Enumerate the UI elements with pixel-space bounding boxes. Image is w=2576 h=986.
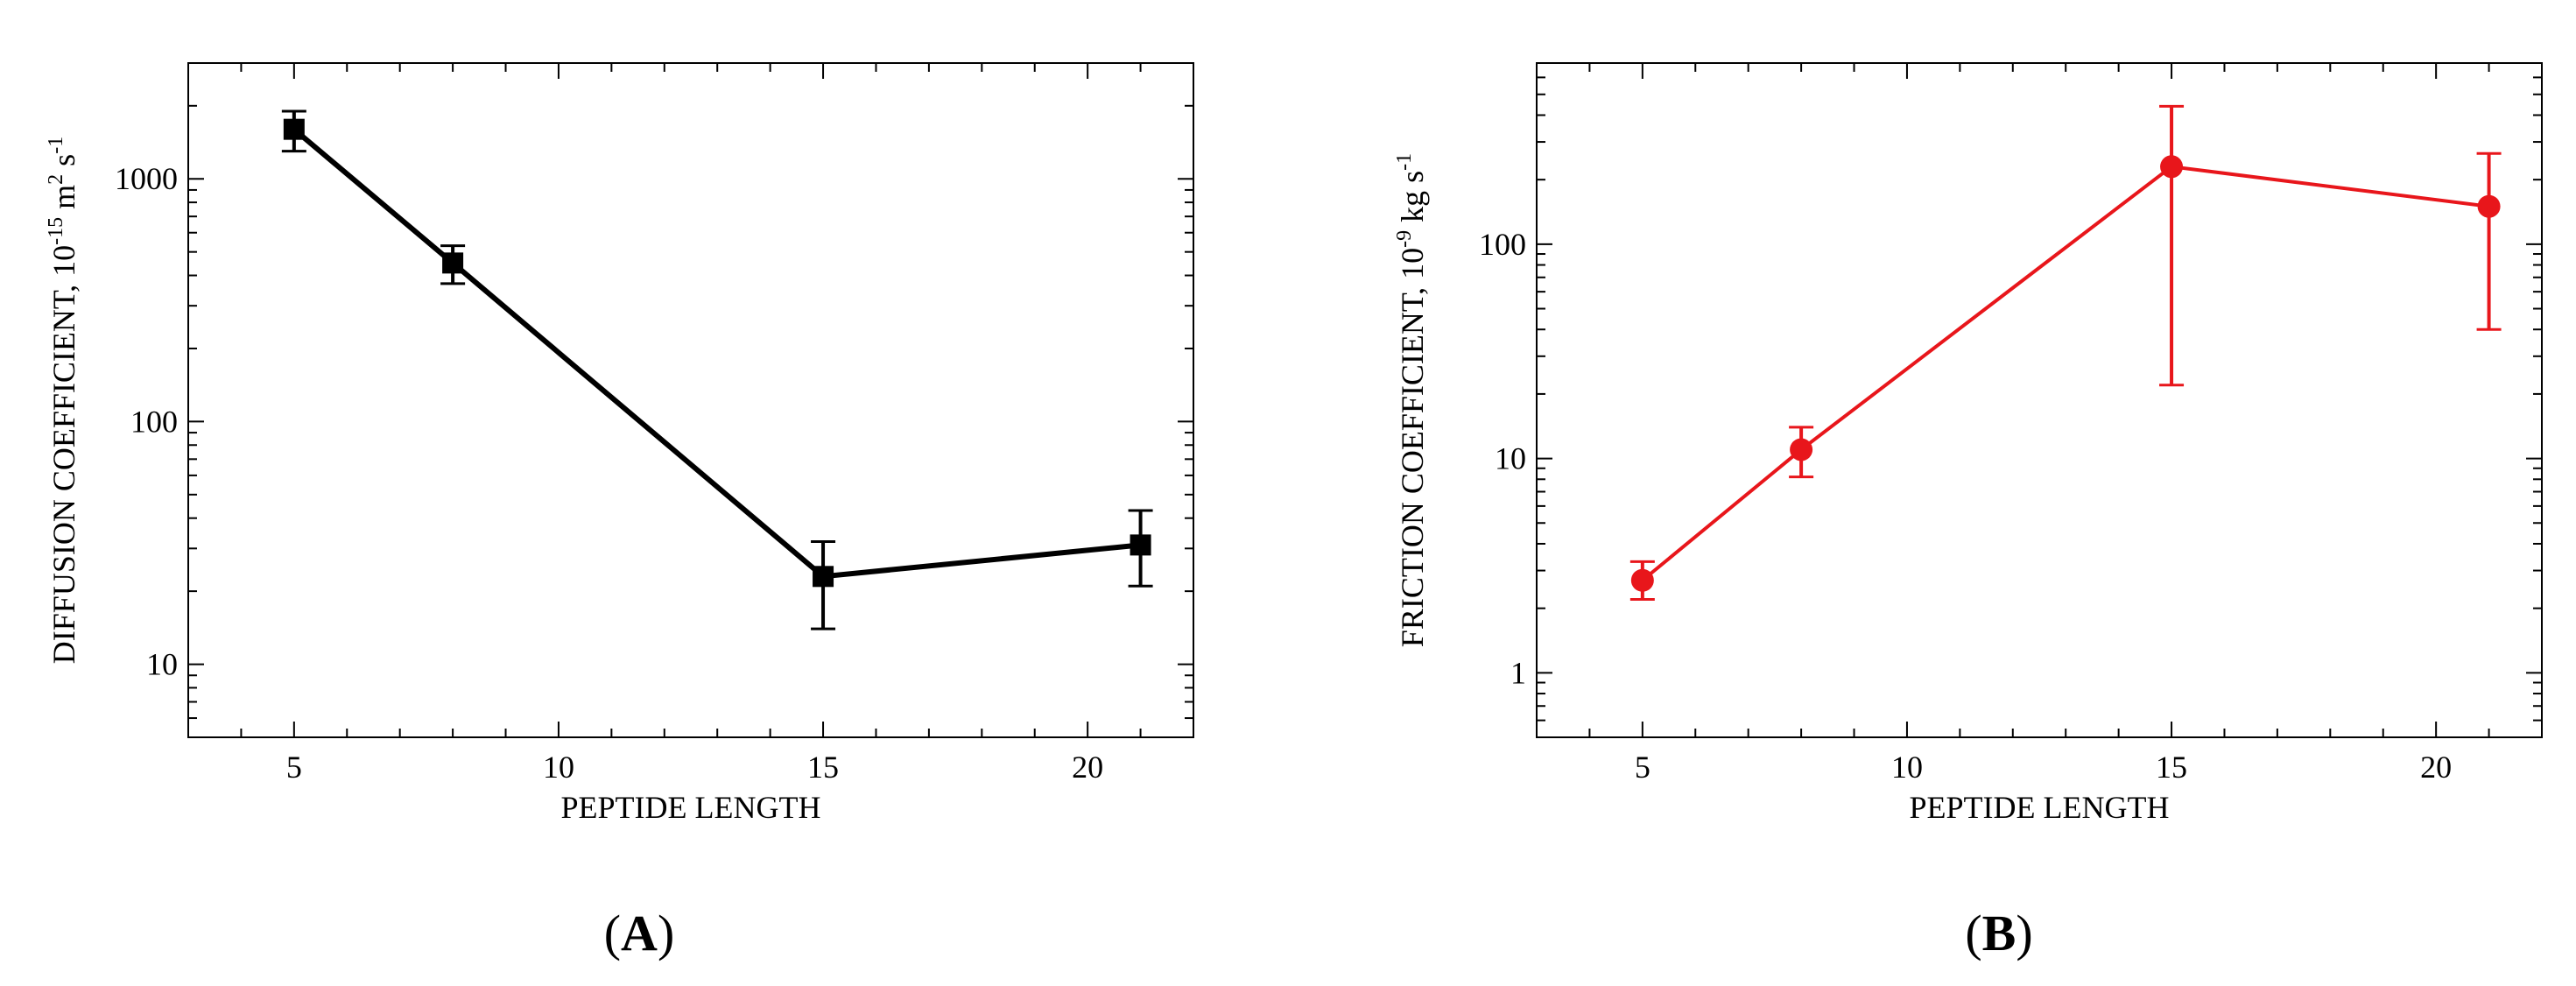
y-tick-label: 100: [130, 404, 178, 439]
tick-labels-a: 5 10 15 20 10 100 1000: [115, 161, 1103, 785]
y-axis-label-b: FRICTION COEFFICIENT, 10-9 kg s-1: [1393, 153, 1430, 647]
axis-ticks-b: [1536, 62, 2543, 738]
error-bars-a: [281, 109, 1153, 630]
x-tick-label: 20: [1072, 750, 1103, 785]
x-tick-label: 15: [2156, 750, 2187, 785]
error-bars-b: [1629, 104, 2502, 602]
x-tick-label: 5: [1635, 750, 1650, 785]
data-point: [813, 566, 834, 588]
x-tick-label: 20: [2420, 750, 2452, 785]
y-tick-label: 1: [1510, 655, 1526, 690]
data-point: [1630, 568, 1654, 592]
y-tick-label: 1000: [115, 161, 178, 196]
y-tick-label: 10: [146, 647, 178, 682]
x-tick-label: 10: [543, 750, 574, 785]
x-tick-label: 5: [286, 750, 302, 785]
data-point: [1790, 438, 1813, 461]
y-tick-label: 100: [1479, 227, 1526, 262]
x-axis-label-b: PEPTIDE LENGTH: [1910, 790, 2170, 825]
markers-b: [1630, 155, 2501, 592]
plot-frame-b: [1536, 62, 2543, 738]
series-line-b: [1641, 165, 2489, 582]
x-tick-label: 10: [1891, 750, 1923, 785]
y-axis-label-a: DIFFUSION COEFFICIENT, 10-15 m2 s-1: [45, 137, 81, 664]
data-point: [2477, 194, 2501, 218]
panel-label-b: (B): [1965, 905, 2032, 961]
data-point: [442, 252, 464, 274]
x-axis-label-a: PEPTIDE LENGTH: [561, 790, 821, 825]
data-point: [1130, 534, 1151, 556]
data-point: [2160, 155, 2184, 179]
panel-b: 5 10 15 20 1 10 100 PEPTIDE LENGTH FRICTION CO…: [1393, 62, 2543, 961]
data-point: [283, 118, 305, 140]
plot-frame-a: [187, 62, 1194, 738]
axis-ticks-a: [187, 62, 1194, 738]
markers-a: [283, 118, 1151, 588]
y-tick-label: 10: [1495, 441, 1526, 476]
series-line-a: [292, 127, 1141, 580]
panel-label-a: (A): [604, 905, 675, 961]
tick-labels-b: 5 10 15 20 1 10 100: [1479, 227, 2452, 785]
panel-a: 5 10 15 20 10 100 1000 PEPTIDE LENGTH DIFFUSIO…: [45, 62, 1194, 961]
x-tick-label: 15: [807, 750, 839, 785]
